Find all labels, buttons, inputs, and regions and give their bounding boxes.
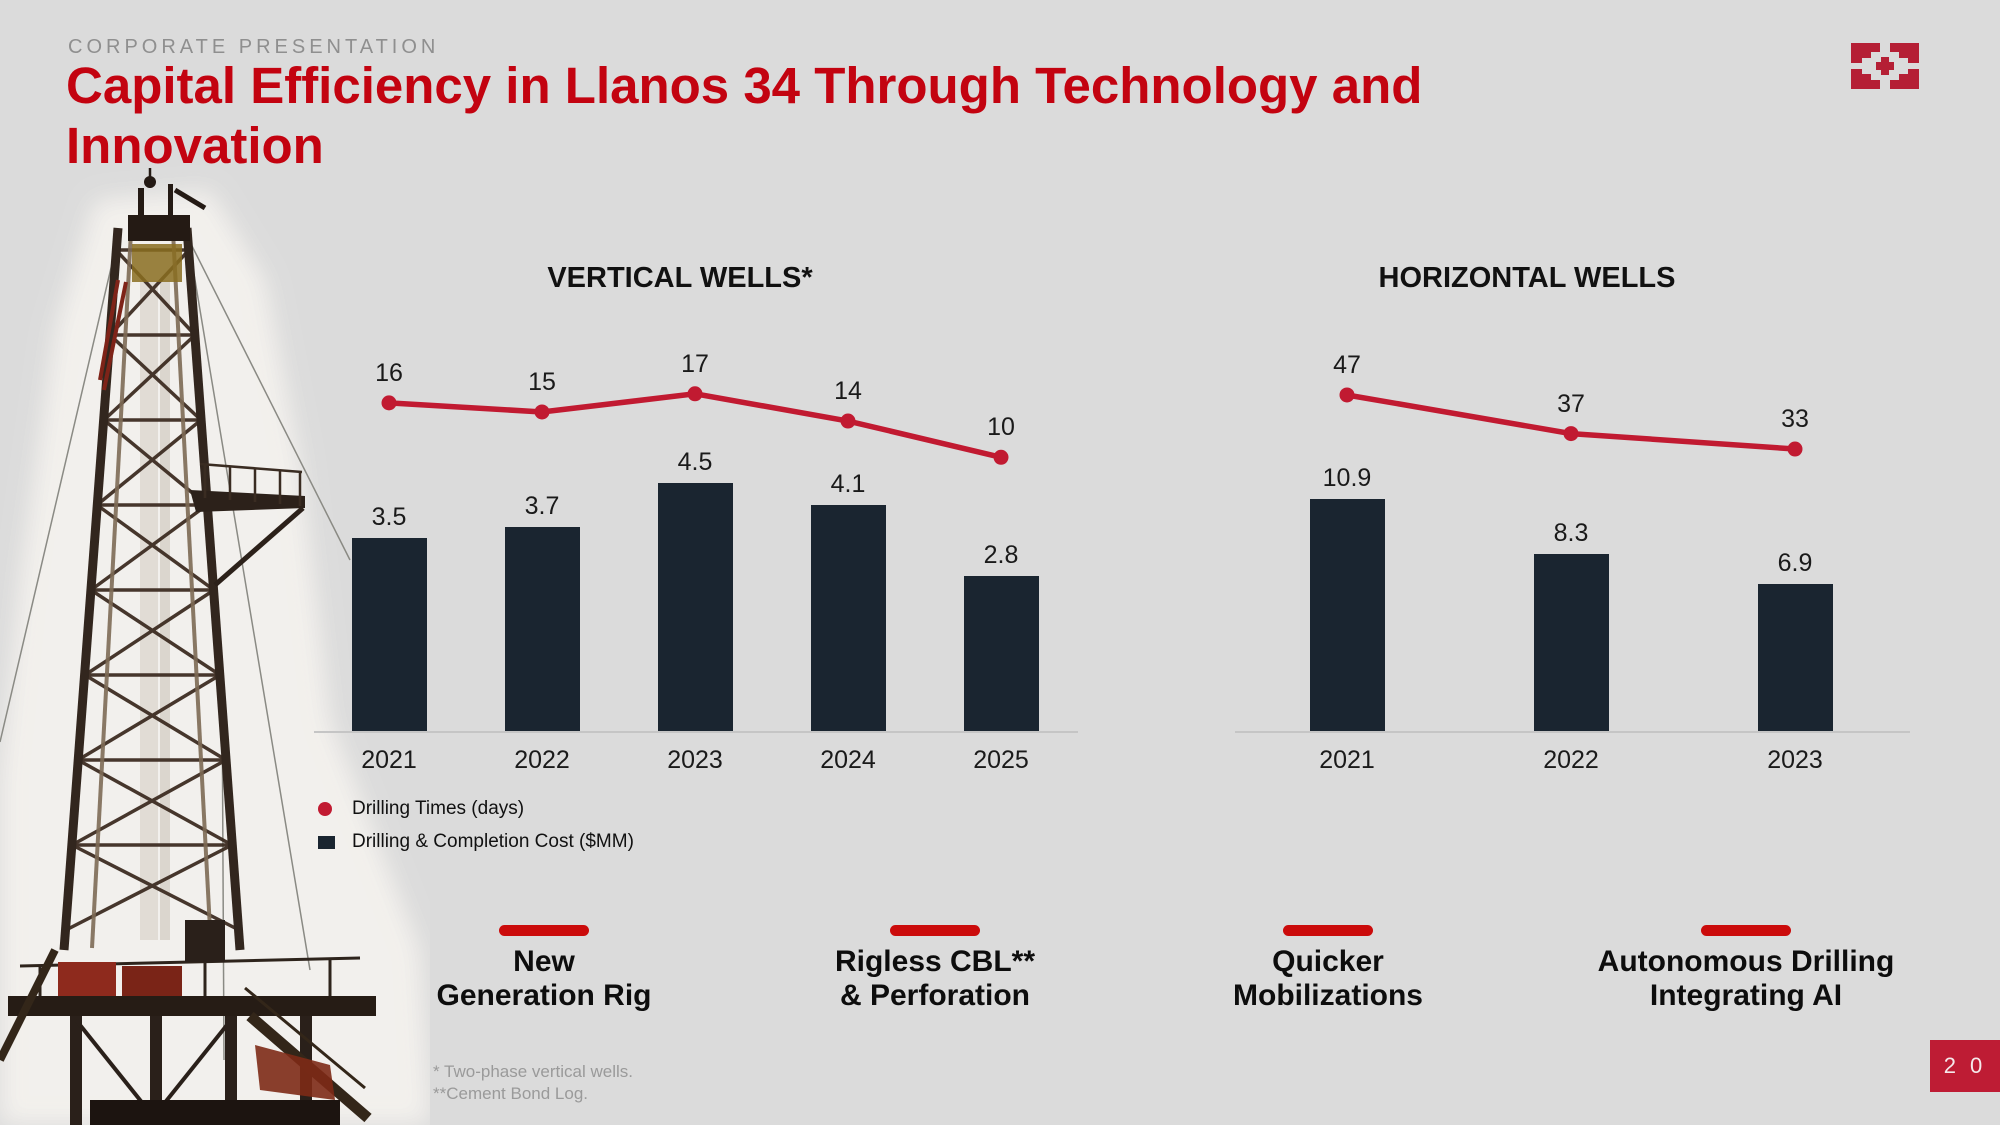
data-point-marker bbox=[993, 449, 1009, 465]
callout-rigless-cbl: Rigless CBL** & Perforation bbox=[725, 925, 1145, 1013]
category-label-2025: 2025 bbox=[973, 746, 1029, 774]
bar-2025 bbox=[963, 576, 1039, 731]
point-value-label: 37 bbox=[1557, 389, 1585, 418]
red-dash-icon bbox=[499, 925, 589, 936]
chart-legend: Drilling Times (days) Drilling & Complet… bbox=[318, 795, 634, 861]
rig-substructure bbox=[0, 920, 376, 1125]
category-label-2022: 2022 bbox=[514, 746, 570, 774]
point-value-label: 33 bbox=[1781, 405, 1809, 434]
page-title-line2: Innovation bbox=[66, 117, 324, 174]
chart-title: VERTICAL WELLS* bbox=[547, 262, 813, 294]
category-label-2023: 2023 bbox=[667, 746, 723, 774]
bar-2024 bbox=[810, 505, 886, 731]
point-value-label: 14 bbox=[834, 377, 862, 406]
legend-label: Drilling & Completion Cost ($MM) bbox=[352, 831, 634, 852]
navy-square-marker-icon bbox=[318, 835, 335, 849]
red-dash-icon bbox=[1701, 925, 1791, 936]
category-label-2021: 2021 bbox=[361, 746, 417, 774]
point-value-label: 16 bbox=[375, 358, 403, 387]
bar-2021 bbox=[351, 538, 427, 731]
x-axis-line bbox=[1235, 731, 1910, 733]
data-point-marker bbox=[1787, 441, 1803, 457]
bar-2023 bbox=[1757, 584, 1833, 731]
bar-value-label: 3.7 bbox=[524, 492, 560, 520]
callout-label: Autonomous Drilling Integrating AI bbox=[1597, 945, 1895, 1012]
legend-label: Drilling Times (days) bbox=[352, 798, 525, 819]
point-value-label: 17 bbox=[681, 349, 709, 378]
page-title-line1: Capital Efficiency in Llanos 34 Through … bbox=[66, 57, 1423, 114]
page-title: Capital Efficiency in Llanos 34 Through … bbox=[66, 56, 1706, 176]
chart-title: HORIZONTAL WELLS bbox=[1378, 262, 1676, 294]
data-point-marker bbox=[1339, 387, 1355, 403]
x-axis-line bbox=[314, 731, 1078, 733]
footnotes: * Two-phase vertical wells. **Cement Bon… bbox=[433, 1061, 633, 1105]
oil-rig-photo bbox=[0, 168, 430, 1125]
category-label-2024: 2024 bbox=[820, 746, 876, 774]
footnote-1: * Two-phase vertical wells. bbox=[433, 1062, 633, 1081]
bar-2022 bbox=[504, 527, 580, 731]
point-value-label: 47 bbox=[1333, 350, 1361, 379]
bar-2022 bbox=[1533, 554, 1609, 731]
footnote-2: **Cement Bond Log. bbox=[433, 1084, 588, 1103]
geopark-logo-icon bbox=[1851, 43, 1919, 89]
category-label-2022: 2022 bbox=[1543, 746, 1599, 774]
red-circle-marker-icon bbox=[318, 802, 332, 816]
bar-value-label: 8.3 bbox=[1553, 519, 1589, 547]
point-value-label: 15 bbox=[528, 367, 556, 396]
callout-new-generation-rig: New Generation Rig bbox=[334, 925, 754, 1013]
bar-2023 bbox=[657, 483, 733, 731]
red-dash-icon bbox=[1283, 925, 1373, 936]
rig-crown bbox=[98, 168, 207, 391]
page-number: 2 0 bbox=[1943, 1053, 1987, 1078]
page-number-badge: 2 0 bbox=[1930, 1040, 2000, 1092]
data-point-marker bbox=[687, 386, 703, 402]
legend-item-drilling-times: Drilling Times (days) bbox=[318, 795, 634, 823]
callout-label: Quicker Mobilizations bbox=[1233, 945, 1423, 1012]
eyebrow-label: CORPORATE PRESENTATION bbox=[68, 36, 440, 58]
callout-label: New Generation Rig bbox=[436, 945, 652, 1012]
bar-value-label: 10.9 bbox=[1322, 464, 1372, 492]
bar-2021 bbox=[1309, 499, 1385, 731]
category-label-2023: 2023 bbox=[1767, 746, 1823, 774]
point-value-label: 10 bbox=[987, 413, 1015, 442]
red-dash-icon bbox=[890, 925, 980, 936]
callout-label: Rigless CBL** & Perforation bbox=[834, 945, 1036, 1012]
bar-value-label: 3.5 bbox=[371, 503, 407, 531]
callout-autonomous-drilling: Autonomous Drilling Integrating AI bbox=[1536, 925, 1956, 1013]
bar-value-label: 2.8 bbox=[983, 541, 1019, 569]
bar-value-label: 6.9 bbox=[1777, 549, 1813, 577]
bar-value-label: 4.1 bbox=[830, 470, 866, 498]
data-point-marker bbox=[840, 413, 856, 429]
bar-value-label: 4.5 bbox=[677, 448, 713, 476]
legend-item-completion-cost: Drilling & Completion Cost ($MM) bbox=[318, 828, 634, 856]
category-label-2021: 2021 bbox=[1319, 746, 1375, 774]
callout-quicker-mobilizations: Quicker Mobilizations bbox=[1118, 925, 1538, 1013]
data-point-marker bbox=[1563, 426, 1579, 442]
rig-mid-platform bbox=[190, 462, 305, 587]
data-point-marker bbox=[534, 404, 550, 420]
